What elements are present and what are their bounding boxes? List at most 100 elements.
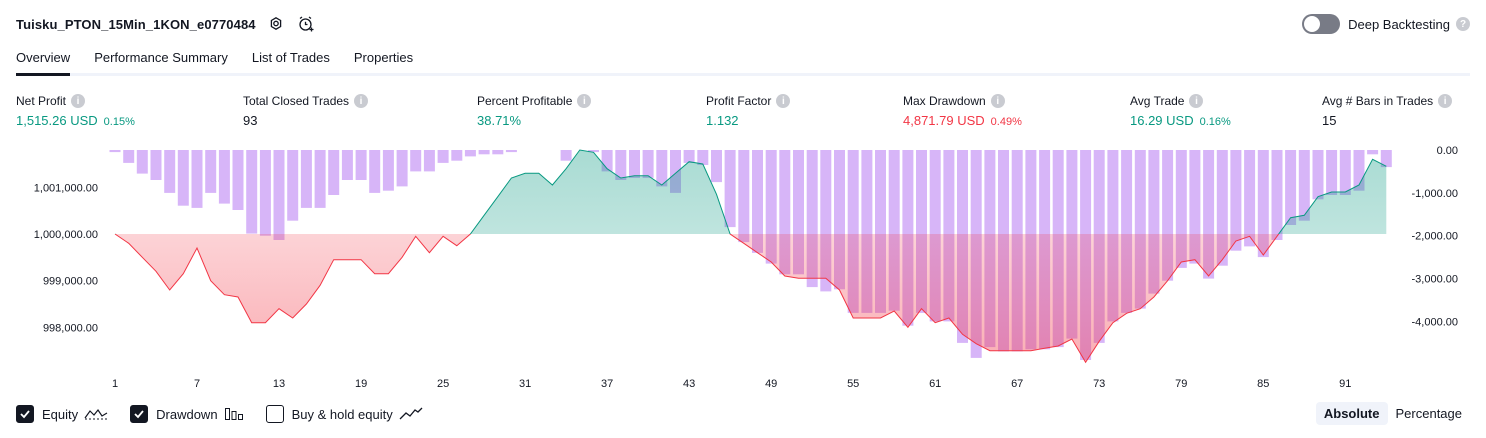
- drawdown-bar: [150, 150, 162, 180]
- metric-percent-profitable: Percent Profitable i 38.71%: [477, 94, 592, 128]
- drawdown-label: Drawdown: [156, 406, 218, 422]
- drawdown-bar: [752, 150, 763, 253]
- drawdown-bar: [820, 150, 832, 292]
- drawdown-bar: [136, 150, 148, 174]
- drawdown-bar: [697, 150, 709, 165]
- buy-hold-checkbox[interactable]: [265, 405, 284, 423]
- info-icon[interactable]: i: [577, 94, 592, 108]
- buy-hold-toggle[interactable]: Buy & hold equity: [265, 405, 423, 423]
- metric-value: 15: [1322, 113, 1337, 128]
- drawdown-bar: [560, 150, 572, 161]
- drawdown-bar: [1216, 150, 1228, 266]
- x-axis-label: 73: [1093, 378, 1105, 390]
- metric-total-closed-trades: Total Closed Trades i 93: [243, 94, 369, 128]
- alarm-clock-plus-icon[interactable]: [296, 14, 316, 34]
- drawdown-bar: [1257, 150, 1269, 258]
- metric-label: Avg Trade: [1130, 94, 1185, 108]
- help-icon[interactable]: ?: [1456, 17, 1470, 31]
- left-axis-label: 999,000.00: [43, 276, 98, 288]
- equity-label: Equity: [42, 406, 79, 422]
- metric-label: Percent Profitable: [477, 94, 573, 108]
- equity-checkbox[interactable]: [16, 405, 34, 423]
- drawdown-bar: [232, 150, 244, 210]
- drawdown-bar: [314, 150, 326, 208]
- deep-backtesting-toggle[interactable]: [1302, 14, 1341, 34]
- drawdown-bar: [123, 150, 135, 163]
- drawdown-bar: [1189, 150, 1201, 264]
- info-icon[interactable]: i: [354, 94, 369, 108]
- drawdown-bar: [1339, 150, 1351, 195]
- metric-value: 4,871.79 USD: [903, 113, 985, 128]
- drawdown-bar: [738, 150, 750, 243]
- drawdown-bar: [588, 150, 599, 153]
- tab-list-of-trades[interactable]: List of Trades: [251, 50, 330, 65]
- drawdown-bar: [396, 150, 408, 187]
- metric-value: 16.29 USD: [1130, 113, 1194, 128]
- drawdown-bar: [793, 150, 804, 275]
- scale-mode-switch: Absolute Percentage: [1315, 402, 1470, 425]
- drawdown-bar: [437, 150, 449, 163]
- metric-value: 1.132: [706, 113, 739, 128]
- drawdown-bar: [834, 150, 845, 290]
- drawdown-bar: [164, 150, 176, 193]
- toggle-knob: [1304, 16, 1321, 32]
- drawdown-bar: [1285, 150, 1297, 225]
- gear-icon[interactable]: [266, 14, 286, 34]
- right-axis-label: -4,000.00: [1412, 316, 1458, 328]
- left-axis-label: 998,000.00: [43, 322, 98, 334]
- drawdown-bar: [888, 150, 900, 311]
- tab-performance-summary[interactable]: Performance Summary: [94, 50, 228, 65]
- x-axis-label: 1: [112, 378, 118, 390]
- drawdown-bar: [478, 150, 490, 155]
- equity-toggle[interactable]: Equity: [16, 405, 108, 423]
- right-axis-label: -1,000.00: [1412, 188, 1458, 200]
- metric-label: Net Profit: [16, 94, 67, 108]
- metric-max-drawdown: Max Drawdown i 4,871.79 USD 0.49%: [903, 94, 1022, 128]
- x-axis-label: 13: [273, 378, 285, 390]
- absolute-button[interactable]: Absolute: [1315, 402, 1388, 425]
- tab-overview[interactable]: Overview: [16, 44, 71, 76]
- drawdown-bar: [1230, 150, 1242, 251]
- deep-backtesting-label: Deep Backtesting: [1348, 16, 1450, 32]
- trend-line-icon: [399, 406, 423, 422]
- drawdown-bar: [492, 150, 504, 155]
- drawdown-bar: [423, 150, 435, 172]
- drawdown-bar: [1312, 150, 1324, 200]
- drawdown-bar: [369, 150, 381, 193]
- info-icon[interactable]: i: [990, 94, 1005, 108]
- metric-percent: 0.16%: [1199, 116, 1231, 128]
- drawdown-toggle[interactable]: Drawdown: [130, 405, 243, 423]
- drawdown-bar: [505, 150, 517, 153]
- metric-profit-factor: Profit Factor i 1.132: [706, 94, 791, 128]
- drawdown-bar: [683, 150, 695, 163]
- metrics-bar: Net Profit i 1,515.26 USD 0.15% Total Clos…: [16, 94, 1472, 130]
- drawdown-bar: [410, 150, 422, 172]
- drawdown-bar: [1203, 150, 1215, 279]
- drawdown-bar: [656, 150, 668, 187]
- drawdown-checkbox[interactable]: [130, 405, 149, 423]
- drawdown-bar: [1326, 150, 1338, 195]
- info-icon[interactable]: i: [1438, 94, 1453, 108]
- drawdown-bar: [711, 150, 722, 183]
- metric-value: 38.71%: [477, 113, 522, 128]
- drawdown-bar: [875, 150, 886, 313]
- metric-label: Max Drawdown: [903, 94, 986, 108]
- drawdown-bar: [1175, 150, 1187, 268]
- equity-chart[interactable]: 1,001,000.00 1,000,000.00 999,000.00 998,00…: [0, 138, 1486, 396]
- drawdown-bar: [246, 150, 258, 234]
- info-icon[interactable]: i: [1189, 94, 1204, 108]
- drawdown-bar: [847, 150, 859, 313]
- x-axis-label: 91: [1339, 378, 1351, 390]
- drawdown-bar: [1148, 150, 1160, 294]
- drawdown-bar: [1298, 150, 1310, 221]
- drawdown-bar: [670, 150, 681, 193]
- info-icon[interactable]: i: [776, 94, 791, 108]
- percentage-button[interactable]: Percentage: [1395, 406, 1463, 421]
- drawdown-bar: [259, 150, 271, 236]
- tab-properties[interactable]: Properties: [353, 50, 414, 65]
- drawdown-bar: [464, 150, 476, 157]
- drawdown-bar: [451, 150, 463, 161]
- tab-bar: Overview Performance Summary List of Tra…: [16, 44, 1470, 76]
- info-icon[interactable]: i: [71, 94, 86, 108]
- metric-label: Profit Factor: [706, 94, 772, 108]
